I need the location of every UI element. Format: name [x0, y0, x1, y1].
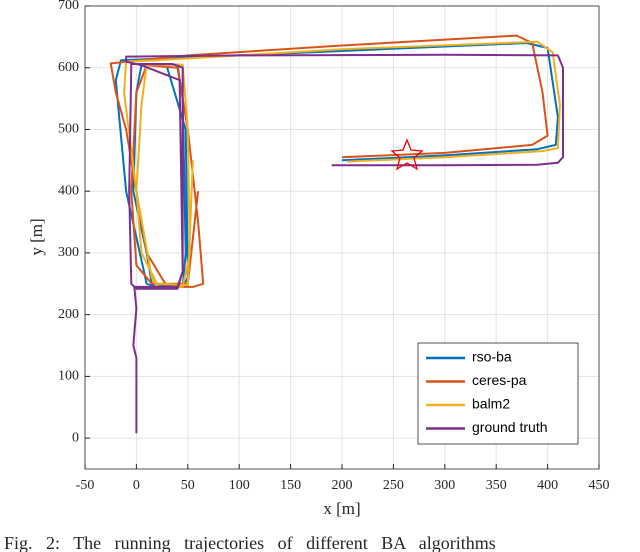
legend-label: rso-ba — [472, 349, 512, 365]
x-tick-label: -50 — [76, 478, 95, 493]
x-tick-label: 250 — [383, 478, 404, 493]
legend-box — [417, 342, 579, 445]
x-axis-label: x [m] — [323, 499, 360, 518]
x-tick-label: 50 — [181, 478, 195, 493]
start-marker — [390, 138, 424, 171]
y-tick-label: 0 — [72, 430, 79, 445]
legend-label: ceres-pa — [472, 372, 527, 388]
y-axis-label: y [m] — [27, 218, 46, 255]
x-tick-label: 200 — [332, 478, 353, 493]
plot-frame — [84, 5, 600, 470]
x-tick-label: 400 — [537, 478, 558, 493]
y-tick-label: 700 — [58, 0, 79, 13]
x-tick-label: 350 — [486, 478, 507, 493]
caption: Fig. 2: The running trajectories of diff… — [4, 533, 496, 552]
y-tick-label: 200 — [58, 307, 79, 322]
y-tick-label: 400 — [58, 183, 79, 198]
y-tick-label: 600 — [58, 60, 79, 75]
x-tick-label: 100 — [229, 478, 250, 493]
x-tick-label: 450 — [589, 478, 610, 493]
x-tick-label: 300 — [434, 478, 455, 493]
legend: rso-ba ceres-pa balm2 ground truth — [417, 342, 579, 445]
x-tick-label: 150 — [280, 478, 301, 493]
y-tick-label: 100 — [58, 369, 79, 384]
trajectory-line — [125, 53, 564, 434]
trajectory-line — [123, 40, 561, 288]
legend-label: balm2 — [472, 396, 510, 412]
legend-label: ground truth — [472, 419, 548, 435]
y-tick-label: 300 — [58, 245, 79, 260]
y-tick-label: 500 — [58, 122, 79, 137]
x-tick-label: 0 — [133, 478, 140, 493]
